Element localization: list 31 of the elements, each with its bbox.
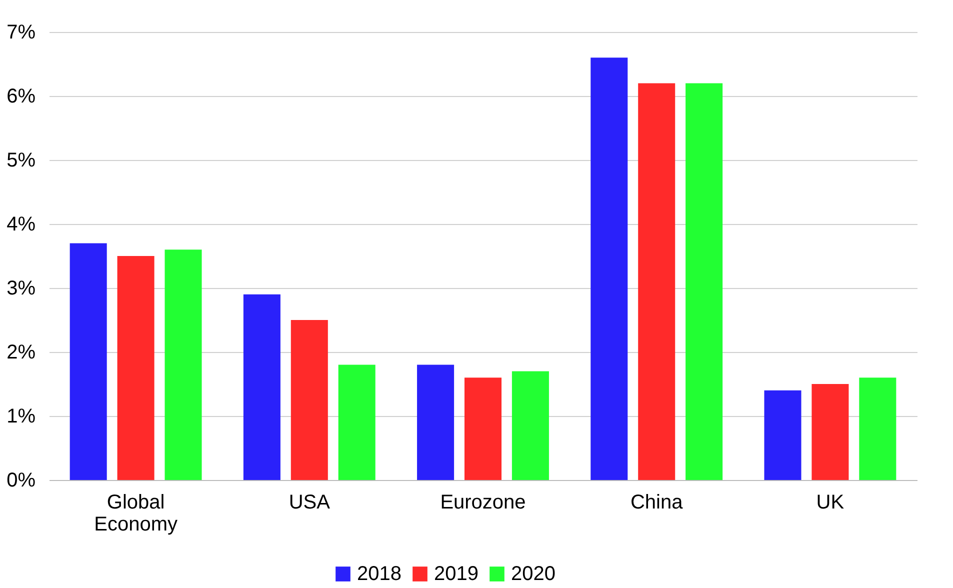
bar bbox=[512, 371, 549, 480]
x-tick-label: China bbox=[630, 492, 684, 514]
bar bbox=[290, 320, 328, 480]
bar bbox=[638, 83, 676, 480]
bar bbox=[70, 243, 107, 480]
bar bbox=[590, 58, 628, 480]
x-tick-label: Eurozone bbox=[440, 492, 526, 514]
bar bbox=[243, 294, 280, 480]
x-tick-label: UK bbox=[816, 492, 845, 514]
y-tick-label: 6% bbox=[6, 86, 36, 108]
bar bbox=[117, 256, 154, 480]
x-tick-label: USA bbox=[288, 492, 331, 514]
y-tick-label: 2% bbox=[6, 342, 36, 364]
bar bbox=[338, 364, 376, 480]
bar bbox=[859, 378, 896, 480]
y-tick-label: 3% bbox=[6, 278, 36, 300]
y-tick-label: 5% bbox=[6, 150, 36, 172]
bar bbox=[764, 390, 802, 480]
y-tick-label: 0% bbox=[6, 470, 36, 492]
y-tick-label: 4% bbox=[6, 214, 36, 236]
bar bbox=[417, 364, 454, 480]
bar bbox=[686, 83, 723, 480]
legend-label: 2019 bbox=[434, 563, 478, 585]
y-tick-label: 7% bbox=[6, 22, 36, 44]
legend-label: 2018 bbox=[357, 563, 402, 585]
legend-label: 2020 bbox=[511, 563, 556, 585]
bar bbox=[812, 384, 849, 480]
x-tick-label: Global Economy bbox=[94, 492, 178, 536]
bar bbox=[464, 378, 502, 480]
y-tick-label: 1% bbox=[6, 406, 36, 428]
bar bbox=[164, 250, 202, 480]
